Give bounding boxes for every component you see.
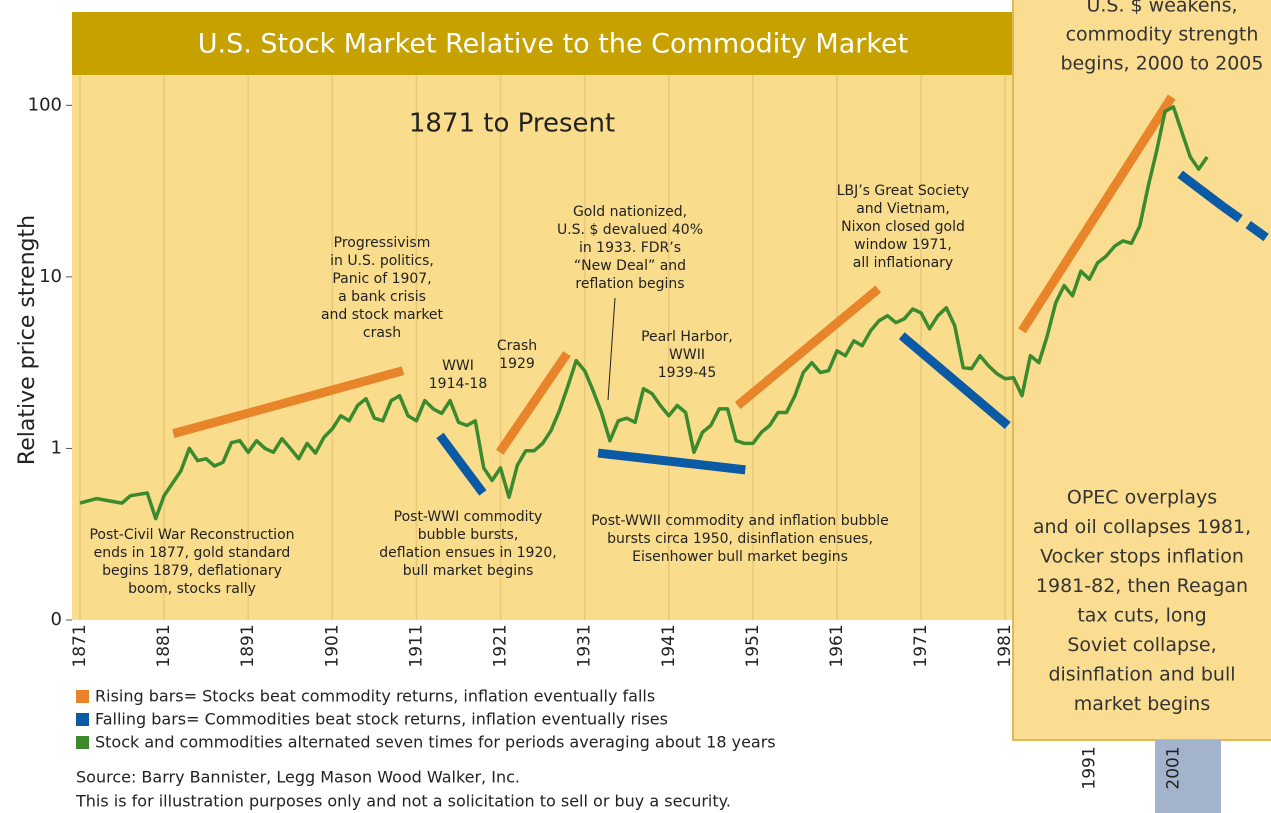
x-tick-label: 2001 — [1163, 746, 1183, 789]
annotation: “New Deal” and — [574, 258, 686, 274]
x-tick-label: 1921 — [491, 624, 511, 667]
rising-bar — [172, 366, 405, 438]
x-tick-label: 1951 — [743, 624, 763, 667]
annotation: OPEC overplays — [1067, 487, 1217, 509]
x-tick-label: 1961 — [827, 624, 847, 667]
annotation: LBJ’s Great Society — [837, 183, 970, 199]
x-tick-label: 1931 — [575, 624, 595, 667]
annotation: in U.S. politics, — [330, 253, 434, 269]
annotation: 1929 — [499, 356, 535, 372]
series-line — [79, 105, 1209, 521]
title-bar — [72, 12, 1013, 75]
annotation: begins, 2000 to 2005 — [1061, 53, 1264, 75]
y-tick-label: 10 — [39, 266, 62, 287]
x-tick-label: 1981 — [995, 624, 1015, 667]
annotation: a bank crisis — [338, 289, 426, 305]
y-tick-label: 1 — [51, 437, 62, 458]
annotation: Eisenhower bull market begins — [632, 549, 848, 565]
falling-bar — [898, 332, 1011, 429]
legend-label: Rising bars= Stocks beat commodity retur… — [95, 687, 655, 706]
falling-bar — [1177, 170, 1225, 210]
chart-title: U.S. Stock Market Relative to the Commod… — [198, 29, 909, 60]
annotation: market begins — [1074, 693, 1211, 715]
x-tick-label: 1971 — [911, 624, 931, 667]
annotation: and oil collapses 1981, — [1033, 516, 1251, 538]
annotation: bursts circa 1950, disinflation ensues, — [607, 531, 873, 547]
x-tick-label: 1911 — [406, 624, 426, 667]
annotation: begins 1879, deflationary — [102, 563, 282, 579]
annotation: window 1971, — [854, 237, 952, 253]
x-tick-label: 1881 — [154, 624, 174, 667]
annotation: in 1933. FDR’s — [579, 240, 681, 256]
annotation: WWI — [442, 358, 474, 374]
annotation: all inflationary — [853, 255, 953, 271]
plot-panel — [72, 12, 1013, 620]
annotation: Soviet collapse, — [1067, 634, 1216, 656]
rising-bar — [495, 351, 571, 455]
falling-bar — [1219, 202, 1271, 245]
annotation: Post-WWI commodity — [394, 509, 543, 525]
source-note: This is for illustration purposes only a… — [75, 792, 731, 811]
annotation: WWII — [669, 347, 705, 363]
rising-bar — [1018, 94, 1176, 334]
annotation: Nixon closed gold — [841, 219, 965, 235]
legend-swatch — [76, 690, 89, 703]
annotation: Pearl Harbor, — [641, 329, 733, 345]
annotation: tax cuts, long — [1077, 605, 1206, 627]
y-tick-label: 0 — [51, 609, 62, 630]
y-tick-label: 100 — [28, 94, 62, 115]
rising-bar — [734, 285, 882, 409]
legend-label: Stock and commodities alternated seven t… — [95, 733, 776, 752]
x-tick-label: 1891 — [238, 624, 258, 667]
annotation: Post-Civil War Reconstruction — [89, 527, 294, 543]
year-box — [1155, 740, 1221, 813]
annotation: 1939-45 — [658, 365, 717, 381]
y-axis-label: Relative price strength — [15, 215, 40, 465]
annotation: commodity strength — [1066, 24, 1259, 46]
annotation: and Vietnam, — [856, 201, 950, 217]
annotation: Post-WWII commodity and inflation bubble — [591, 513, 889, 529]
annotation: Crash — [497, 338, 537, 354]
annotation: 1914-18 — [429, 376, 488, 392]
chart-subtitle: 1871 to Present — [409, 109, 615, 139]
annotation: deflation ensues in 1920, — [379, 545, 556, 561]
annotation: disinflation and bull — [1048, 664, 1235, 686]
annotation: Panic of 1907, — [332, 271, 431, 287]
falling-bar — [597, 448, 746, 475]
source-note: Source: Barry Bannister, Legg Mason Wood… — [76, 768, 520, 787]
x-tick-label: 1901 — [322, 624, 342, 667]
annotation: ends in 1877, gold standard — [94, 545, 291, 561]
annotation: and stock market — [321, 307, 444, 323]
side-panel — [1012, 0, 1271, 741]
annotation: Vocker stops inflation — [1040, 546, 1244, 568]
pointer — [607, 297, 616, 401]
annotation: bull market begins — [403, 563, 534, 579]
annotation: Progressivism — [334, 235, 431, 251]
annotation: U.S. $ weakens, — [1086, 0, 1237, 17]
annotation: boom, stocks rally — [128, 581, 256, 597]
x-tick-label: 1871 — [70, 624, 90, 667]
legend-swatch — [76, 713, 89, 726]
legend-swatch — [76, 736, 89, 749]
annotation: reflation begins — [575, 276, 684, 292]
annotation: crash — [363, 325, 401, 341]
annotation: Gold nationized, — [573, 204, 687, 220]
annotation: 1981-82, then Reagan — [1036, 575, 1248, 597]
x-tick-label: 1941 — [659, 624, 679, 667]
x-tick-label: 1991 — [1079, 746, 1099, 789]
legend-label: Falling bars= Commodities beat stock ret… — [95, 710, 668, 729]
falling-bar — [436, 432, 487, 496]
annotation: bubble bursts, — [418, 527, 519, 543]
annotation: U.S. $ devalued 40% — [557, 222, 703, 238]
